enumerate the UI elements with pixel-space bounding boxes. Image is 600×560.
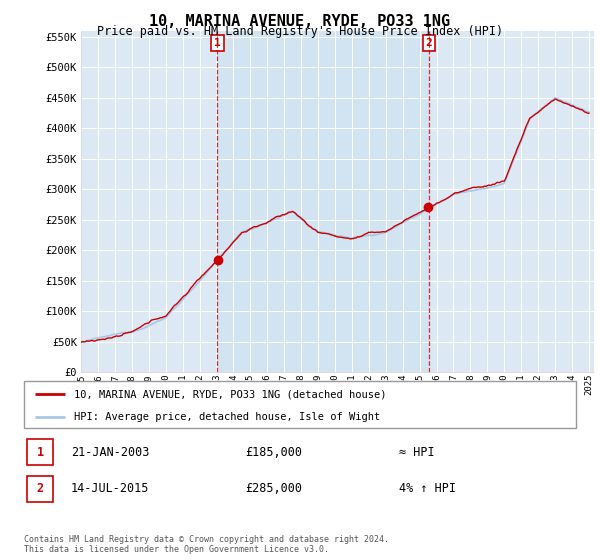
Text: 1: 1	[214, 38, 221, 48]
FancyBboxPatch shape	[27, 439, 53, 465]
FancyBboxPatch shape	[27, 475, 53, 502]
Text: 10, MARINA AVENUE, RYDE, PO33 1NG (detached house): 10, MARINA AVENUE, RYDE, PO33 1NG (detac…	[74, 389, 386, 399]
Text: 2: 2	[425, 38, 432, 48]
Text: £185,000: £185,000	[245, 446, 302, 459]
Text: HPI: Average price, detached house, Isle of Wight: HPI: Average price, detached house, Isle…	[74, 412, 380, 422]
Text: 10, MARINA AVENUE, RYDE, PO33 1NG: 10, MARINA AVENUE, RYDE, PO33 1NG	[149, 14, 451, 29]
Text: Contains HM Land Registry data © Crown copyright and database right 2024.
This d: Contains HM Land Registry data © Crown c…	[24, 535, 389, 554]
Text: 21-JAN-2003: 21-JAN-2003	[71, 446, 149, 459]
Text: 14-JUL-2015: 14-JUL-2015	[71, 482, 149, 495]
Text: £285,000: £285,000	[245, 482, 302, 495]
Text: Price paid vs. HM Land Registry's House Price Index (HPI): Price paid vs. HM Land Registry's House …	[97, 25, 503, 38]
FancyBboxPatch shape	[24, 381, 576, 428]
Text: ≈ HPI: ≈ HPI	[400, 446, 435, 459]
Text: 1: 1	[37, 446, 44, 459]
Text: 2: 2	[37, 482, 44, 495]
Bar	[217, 31, 429, 372]
Text: 4% ↑ HPI: 4% ↑ HPI	[400, 482, 457, 495]
